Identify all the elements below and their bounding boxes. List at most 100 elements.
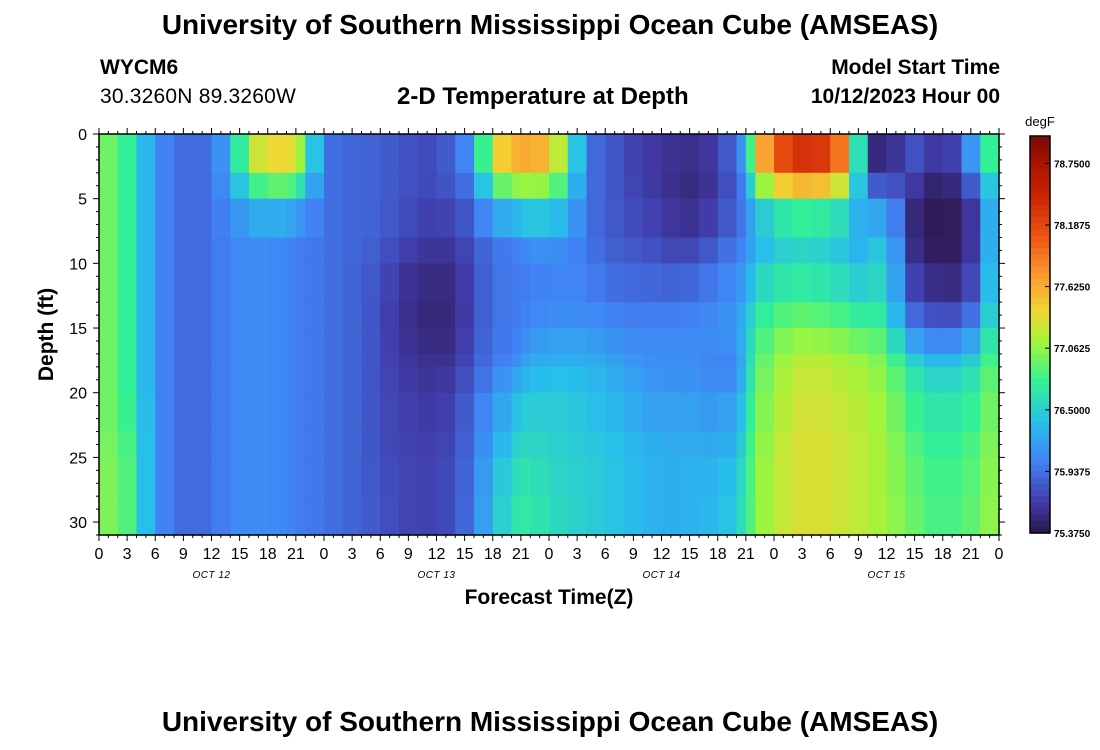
colorbar-segment [1030,284,1050,292]
heatmap-cell [211,198,231,239]
colorbar-tick-label: 76.5000 [1054,406,1091,417]
heatmap-cell [530,134,550,174]
heatmap-cell [605,172,625,200]
colorbar-segment [1030,415,1050,422]
heatmap-cell [942,392,963,433]
heatmap-cell [811,302,831,329]
heatmap-cell [642,237,663,264]
heatmap-cell [736,431,747,458]
heatmap-cell [586,496,606,536]
heatmap-cell [117,134,138,174]
heatmap-cell [380,237,400,264]
heatmap-cell [680,134,700,174]
heatmap-cell [295,457,306,497]
heatmap-cell [980,328,1000,355]
heatmap-cell [230,198,250,239]
heatmap-cell [661,431,681,458]
colorbar-tick-label: 75.3750 [1054,529,1091,540]
colorbar-segment [1030,253,1050,261]
x-tick-label: 0 [770,546,779,563]
heatmap-cell [492,172,513,200]
heatmap-cell [755,353,775,368]
heatmap-cell [924,392,944,433]
heatmap-cell [530,237,550,264]
heatmap-cell [661,302,681,329]
heatmap-cell [474,198,494,239]
heatmap-cell [324,353,344,368]
heatmap-cell [455,353,475,368]
colorbar-segment [1030,142,1050,149]
heatmap-cell [792,198,813,239]
heatmap-cell [567,134,588,174]
heatmap-cell [661,172,681,200]
heatmap-cell [511,198,522,239]
heatmap-cell [530,328,550,355]
heatmap-cell [745,353,756,368]
heatmap-cell [605,366,625,394]
heatmap-cell [230,457,250,497]
heatmap-cell [755,431,775,458]
heatmap-cell [905,431,925,458]
heatmap-cell [717,237,738,264]
heatmap-cell [399,198,419,239]
colorbar-segment [1030,514,1050,522]
heatmap-cell [399,431,419,458]
heatmap-cell [249,237,269,264]
heatmap-cell [811,237,831,264]
heatmap-cell [174,263,194,303]
heatmap-cell [155,392,175,433]
colorbar-segment [1030,446,1050,453]
heatmap-cell [211,496,231,536]
heatmap-cell [736,237,747,264]
heatmap-cell [642,457,663,497]
heatmap-cell [942,134,963,174]
heatmap-cell [295,172,306,200]
heatmap-cell [174,431,194,458]
heatmap-cell [474,457,494,497]
heatmap-cell [305,263,325,303]
heatmap-cell [849,302,869,329]
heatmap-cell [699,172,719,200]
heatmap-cell [520,263,531,303]
heatmap-cell [624,392,644,433]
heatmap-cell [661,134,681,174]
x-tick-label: 15 [231,546,249,563]
heatmap-cell [830,263,850,303]
colorbar-segment [1030,452,1050,460]
heatmap-cell [249,496,269,536]
heatmap-cell [736,198,747,239]
heatmap-cell [117,496,138,536]
heatmap-cell [717,353,738,368]
heatmap-cell [136,457,156,497]
heatmap-cell [136,198,156,239]
heatmap-cell [924,172,944,200]
heatmap-cell [886,198,906,239]
heatmap-cell [942,457,963,497]
heatmap-cell [192,496,213,536]
heatmap-cell [605,237,625,264]
model-start-value: 10/12/2023 Hour 00 [810,85,1000,108]
heatmap-cell [530,457,550,497]
heatmap-cell [642,392,663,433]
heatmap-cell [549,457,569,497]
heatmap-cell [980,172,1000,200]
heatmap-cell [567,353,588,368]
heatmap-cell [549,392,569,433]
colorbar-segment [1030,309,1050,317]
x-tick-label: 0 [995,546,1004,563]
heatmap-cell [380,263,400,303]
heatmap-cell [305,237,325,264]
heatmap-cell [192,392,213,433]
heatmap-cell [792,353,813,368]
heatmap-cell [399,134,419,174]
heatmap-cell [811,366,831,394]
heatmap-cell [399,392,419,433]
heatmap-cell [417,263,438,303]
heatmap-cell [745,431,756,458]
heatmap-cell [474,237,494,264]
heatmap-cell [736,263,747,303]
heatmap-cell [417,392,438,433]
heatmap-cell [249,263,269,303]
heatmap-cell [530,172,550,200]
heatmap-cell [942,302,963,329]
